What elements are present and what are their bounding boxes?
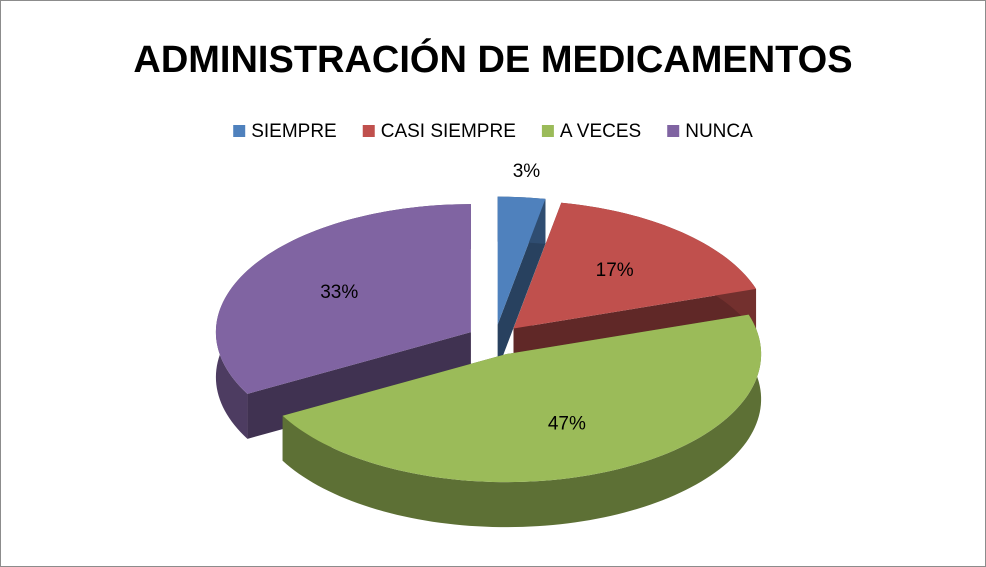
legend-label: NUNCA [685,121,753,142]
legend: SIEMPRE CASI SIEMPRE A VECES NUNCA [233,121,753,142]
legend-swatch [233,125,246,137]
legend-item: NUNCA [667,121,753,142]
chart-title: ADMINISTRACIÓN DE MEDICAMENTOS [133,37,852,81]
slice-top [497,196,546,325]
legend-swatch [541,125,554,137]
legend-label: CASI SIEMPRE [381,121,516,142]
data-label: 33% [320,282,358,303]
legend-item: CASI SIEMPRE [362,121,516,142]
legend-item: SIEMPRE [233,121,337,142]
slice-wall [282,314,762,528]
data-label: 3% [513,161,541,182]
pie: 3% 17% 47% 33% [215,161,762,528]
slice-top [513,202,757,329]
slice-top [215,204,471,394]
slice-top [282,314,762,483]
data-label: 17% [596,260,634,281]
legend-item: A VECES [541,121,641,142]
data-label: 47% [548,414,586,435]
slice [497,196,546,370]
legend-swatch [362,125,375,137]
legend-swatch [667,125,680,137]
legend-label: SIEMPRE [251,121,337,142]
slice [282,314,762,528]
legend-label: A VECES [560,121,641,142]
